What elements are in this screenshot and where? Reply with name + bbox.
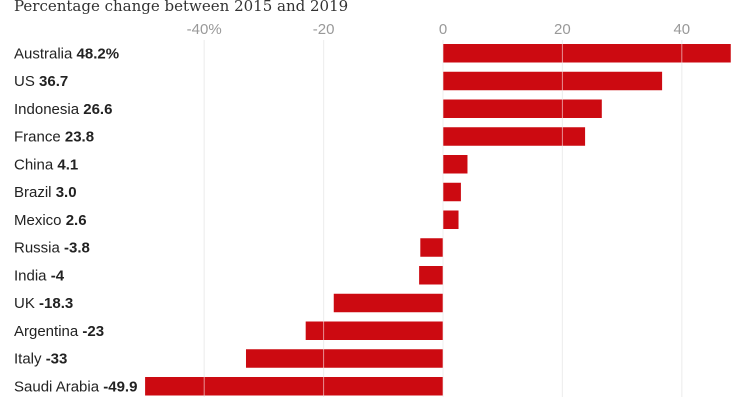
category-name: Saudi Arabia (14, 378, 103, 395)
value-label: 2.6 (66, 212, 87, 229)
value-label: -49.9 (103, 378, 137, 395)
category-label: Saudi Arabia -49.9 (14, 378, 137, 395)
category-name: Argentina (14, 323, 82, 340)
value-label: 36.7 (39, 73, 68, 90)
category-label: Mexico 2.6 (14, 212, 87, 229)
bar (443, 99, 602, 118)
category-name: Russia (14, 240, 64, 257)
value-label: 48.2% (77, 45, 120, 62)
bar (333, 293, 443, 313)
category-labels: Australia 48.2% US 36.7 Indonesia 26.6 Fran… (14, 45, 137, 395)
category-label: Italy -33 (14, 351, 67, 368)
bar (443, 210, 459, 229)
bar (305, 321, 443, 340)
category-label: Argentina -23 (14, 323, 104, 340)
bar (420, 238, 443, 257)
chart-subtitle: Percentage change between 2015 and 2019 (14, 0, 349, 15)
x-tick-label: -20 (313, 21, 335, 38)
category-label: US 36.7 (14, 73, 68, 90)
bar (443, 182, 461, 202)
bar (443, 44, 731, 63)
category-label: China 4.1 (14, 156, 78, 173)
bar (245, 349, 443, 368)
value-label: -33 (46, 351, 68, 368)
category-name: China (14, 156, 57, 173)
category-name: Brazil (14, 184, 56, 201)
bar (443, 71, 663, 91)
x-tick-label: 0 (439, 21, 447, 38)
category-label: Russia -3.8 (14, 240, 90, 257)
value-label: 4.1 (57, 156, 78, 173)
value-label: -4 (51, 267, 65, 284)
x-tick-label: 40 (673, 21, 690, 38)
bar (443, 127, 586, 146)
category-name: UK (14, 295, 39, 312)
category-name: Italy (14, 351, 46, 368)
value-label: -3.8 (64, 240, 90, 257)
x-tick-label: -40% (187, 21, 222, 38)
category-name: US (14, 73, 39, 90)
category-name: Mexico (14, 212, 66, 229)
x-axis-ticks: -40% -20 0 20 40 (187, 21, 690, 38)
value-label: 26.6 (83, 101, 112, 118)
x-tick-label: 20 (554, 21, 571, 38)
category-name: Indonesia (14, 101, 83, 118)
bar (145, 377, 444, 396)
bars (145, 44, 731, 396)
category-label: France 23.8 (14, 129, 94, 146)
category-name: India (14, 267, 51, 284)
value-label: -23 (82, 323, 104, 340)
value-label: 23.8 (65, 129, 94, 146)
category-label: Indonesia 26.6 (14, 101, 112, 118)
gridlines-overlay (203, 40, 683, 397)
category-label: UK -18.3 (14, 295, 73, 312)
category-name: France (14, 129, 65, 146)
value-label: 3.0 (56, 184, 77, 201)
bar (443, 155, 468, 174)
category-label: India -4 (14, 267, 65, 284)
category-label: Australia 48.2% (14, 45, 119, 62)
category-label: Brazil 3.0 (14, 184, 77, 201)
bar (419, 266, 443, 285)
value-label: -18.3 (39, 295, 73, 312)
category-name: Australia (14, 45, 77, 62)
